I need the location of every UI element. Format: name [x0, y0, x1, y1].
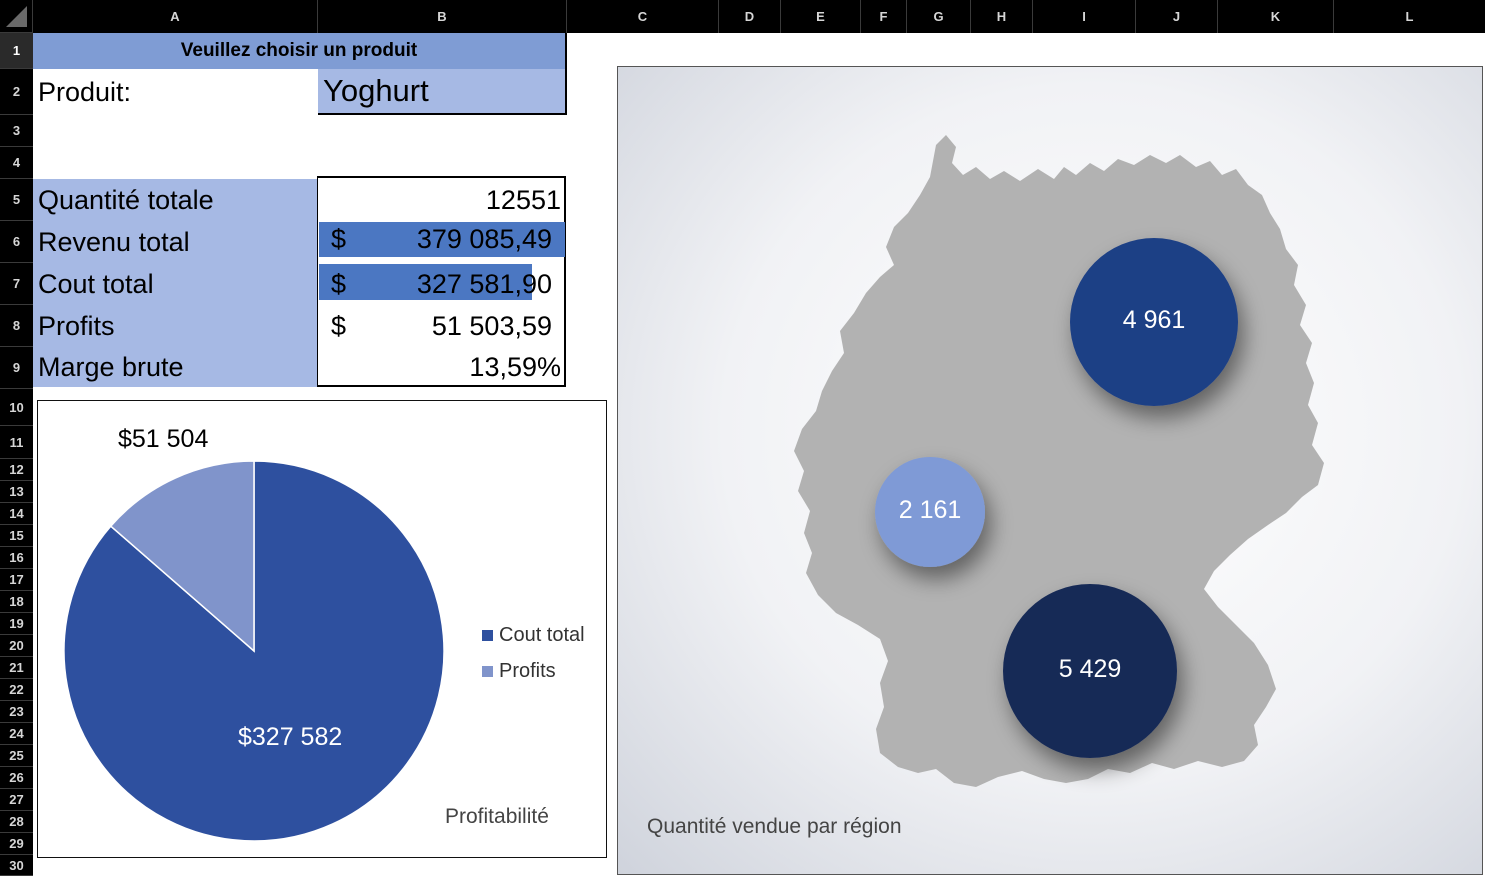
pie-data-label-profits: $51 504	[118, 425, 209, 453]
product-dropdown[interactable]: Yoghurt	[318, 69, 567, 115]
row-header[interactable]: 8	[0, 305, 33, 347]
summary-amount: 379 085,49	[416, 224, 552, 254]
row-header[interactable]: 24	[0, 723, 33, 745]
legend-label: Cout total	[499, 623, 585, 646]
summary-label: Marge brute	[33, 347, 317, 387]
row-header[interactable]: 4	[0, 147, 33, 179]
cost-bar-fill	[319, 264, 532, 300]
currency-symbol: $	[331, 224, 347, 254]
legend-label: Profits	[499, 659, 556, 682]
column-header[interactable]: H	[971, 0, 1033, 33]
row-header[interactable]: 2	[0, 69, 33, 115]
bubble-west[interactable]	[875, 457, 985, 567]
summary-label: Quantité totale	[33, 179, 317, 221]
row-header[interactable]: 7	[0, 263, 33, 305]
worksheet-grid[interactable]: Veuillez choisir un produit Produit: Yog…	[33, 33, 1485, 876]
row-header[interactable]: 22	[0, 679, 33, 701]
currency-symbol: $	[331, 310, 347, 341]
map-svg	[794, 135, 1324, 787]
row-header[interactable]: 27	[0, 789, 33, 811]
summary-label: Revenu total	[33, 221, 317, 263]
row-header[interactable]: 18	[0, 591, 33, 613]
bubble-label-north-east: 4 961	[1122, 306, 1186, 334]
currency-symbol: $	[331, 268, 347, 299]
summary-table-border	[317, 176, 566, 387]
pie-data-label-cout: $327 582	[238, 723, 343, 751]
pie-chart-svg	[63, 460, 445, 842]
summary-value[interactable]: $ 379 085,49	[319, 222, 565, 257]
summary-value[interactable]: 13,59%	[469, 351, 561, 382]
summary-label: Profits	[33, 305, 317, 347]
column-header[interactable]: I	[1033, 0, 1136, 33]
pie-chart-title: Profitabilité	[445, 805, 549, 828]
row-header[interactable]: 20	[0, 635, 33, 657]
bubble-label-south: 5 429	[1058, 655, 1122, 683]
summary-value[interactable]: $ 51 503,59	[319, 305, 565, 347]
bubble-south[interactable]	[1003, 584, 1177, 758]
row-header[interactable]: 10	[0, 389, 33, 426]
column-header[interactable]: C	[567, 0, 719, 33]
column-header[interactable]: E	[781, 0, 861, 33]
row-header[interactable]: 9	[0, 347, 33, 389]
row-header[interactable]: 23	[0, 701, 33, 723]
legend-swatch-light	[482, 665, 493, 677]
row-header[interactable]: 25	[0, 745, 33, 767]
summary-value[interactable]: 12551	[485, 184, 561, 215]
product-label: Produit:	[38, 76, 132, 107]
row-header[interactable]: 30	[0, 855, 33, 876]
summary-amount: 51 503,59	[431, 310, 552, 341]
row-header[interactable]: 17	[0, 569, 33, 591]
column-header[interactable]: F	[861, 0, 907, 33]
row-header[interactable]: 3	[0, 115, 33, 147]
row-header[interactable]: 26	[0, 767, 33, 789]
select-all-corner[interactable]	[0, 0, 33, 33]
legend-swatch-dark	[482, 629, 493, 641]
row-header[interactable]: 6	[0, 221, 33, 263]
column-header[interactable]: L	[1334, 0, 1485, 33]
pie-slice-profits[interactable]	[109, 460, 255, 653]
summary-amount: 327 581,90	[416, 268, 552, 299]
product-selector-header: Veuillez choisir un produit	[33, 33, 567, 69]
row-header[interactable]: 5	[0, 179, 33, 221]
legend-item: Profits	[482, 657, 585, 685]
row-header[interactable]: 29	[0, 833, 33, 855]
region-map-chart[interactable]: 4 961 2 161 5 429 Quantité vendue par ré…	[617, 66, 1483, 875]
row-header[interactable]: 11	[0, 426, 33, 459]
map-chart-title: Quantité vendue par région	[647, 815, 902, 838]
row-header[interactable]: 19	[0, 613, 33, 635]
row-header[interactable]: 1	[0, 33, 33, 69]
summary-label: Cout total	[33, 263, 317, 305]
column-header[interactable]: D	[719, 0, 781, 33]
corner-triangle-icon	[6, 6, 27, 27]
bubble-label-west: 2 161	[898, 496, 962, 524]
profitability-pie-chart[interactable]: $327 582 $51 504 Cout total Profits Prof…	[37, 400, 607, 858]
column-header[interactable]: G	[907, 0, 971, 33]
legend-item: Cout total	[482, 621, 585, 649]
row-header[interactable]: 15	[0, 525, 33, 547]
row-header[interactable]: 12	[0, 459, 33, 481]
column-header[interactable]: K	[1218, 0, 1334, 33]
row-header[interactable]: 28	[0, 811, 33, 833]
pie-legend: Cout total Profits	[482, 621, 585, 685]
row-header[interactable]: 14	[0, 503, 33, 525]
column-header[interactable]: B	[318, 0, 567, 33]
summary-value[interactable]: $ 327 581,90	[319, 263, 565, 305]
row-header[interactable]: 13	[0, 481, 33, 503]
row-header[interactable]: 21	[0, 657, 33, 679]
row-header[interactable]: 16	[0, 547, 33, 569]
bubble-north-east[interactable]	[1070, 238, 1238, 406]
column-header[interactable]: J	[1136, 0, 1218, 33]
column-header[interactable]: A	[33, 0, 318, 33]
